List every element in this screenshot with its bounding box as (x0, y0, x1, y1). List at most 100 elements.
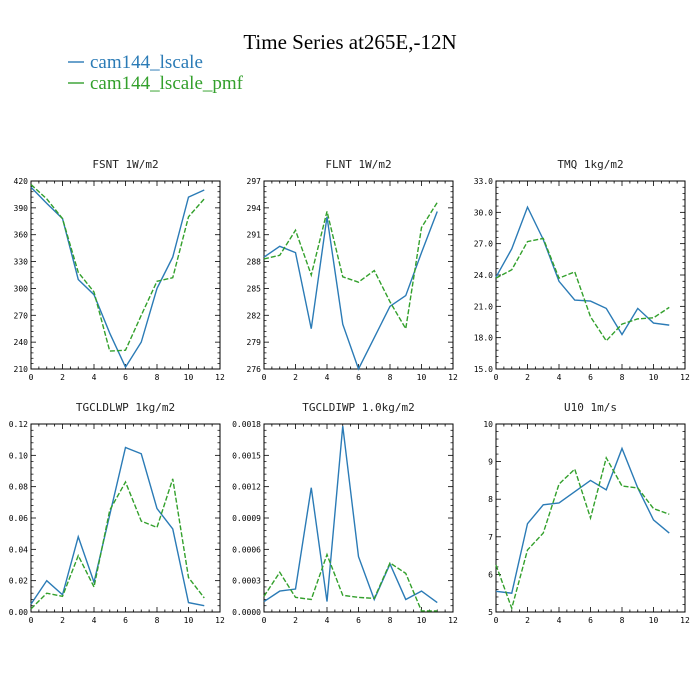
x-tick-label: 2 (525, 616, 530, 625)
y-tick-label: 300 (14, 284, 29, 293)
x-tick-label: 10 (649, 373, 659, 382)
x-tick-label: 10 (417, 373, 427, 382)
panel-tgcldiwp: TGCLDIWP 1.0kg/m2 0 2 4 6 8 10 12 0.0000 0.0003 0.… (232, 401, 458, 625)
y-tick-label: 420 (14, 177, 29, 186)
series-line-cam144-lscale (30, 186, 205, 369)
y-tick-label: 279 (247, 338, 262, 347)
legend-label-cam144-lscale-pmf: cam144_lscale_pmf (90, 73, 244, 94)
x-tick-label: 12 (215, 616, 225, 625)
y-tick-label: 282 (247, 311, 262, 320)
y-tick-label: 0.10 (9, 451, 28, 460)
y-tick-label: 210 (14, 365, 29, 374)
x-tick-label: 6 (123, 373, 128, 382)
panel-u10: U10 1m/s 0 2 4 6 8 10 12 5 6 7 8 9 10 (483, 401, 690, 625)
x-tick-label: 8 (620, 616, 625, 625)
y-tick-label: 9 (488, 458, 493, 467)
series-line-cam144-lscale (30, 446, 205, 607)
y-tick-label: 270 (14, 311, 29, 320)
y-tick-label: 33.0 (474, 177, 493, 186)
legend: cam144_lscale cam144_lscale_pmf (68, 52, 244, 94)
x-tick-label: 6 (588, 373, 593, 382)
y-tick-label: 0.12 (9, 420, 28, 429)
series-line-cam144-lscale (263, 426, 438, 604)
x-tick-label: 8 (620, 373, 625, 382)
plot-frame (263, 423, 454, 613)
y-tick-label: 0.08 (9, 483, 28, 492)
x-tick-label: 8 (388, 373, 393, 382)
x-tick-label: 0 (494, 373, 499, 382)
x-tick-label: 12 (680, 616, 690, 625)
series-line-cam144-lscale-pmf (263, 552, 438, 612)
y-tick-label: 390 (14, 204, 29, 213)
y-tick-label: 291 (247, 231, 262, 240)
y-tick-label: 0.0006 (232, 545, 261, 554)
series-line-cam144-lscale (495, 446, 670, 594)
x-tick-label: 0 (262, 616, 267, 625)
y-tick-label: 0.02 (9, 577, 28, 586)
x-tick-label: 8 (388, 616, 393, 625)
y-tick-label: 0.06 (9, 514, 28, 523)
panel-flnt: FLNT 1W/m2 0 2 4 6 8 10 12 276 279 282 285 288 291 294… (247, 158, 458, 382)
series-line-cam144-lscale (495, 205, 670, 336)
x-tick-label: 2 (525, 373, 530, 382)
y-tick-label: 0.0012 (232, 483, 261, 492)
figure-title: Time Series at265E,-12N (243, 30, 456, 54)
y-tick-label: 5 (488, 608, 493, 617)
x-tick-label: 4 (557, 373, 562, 382)
panel-fsnt: FSNT 1W/m2 0 2 4 6 8 10 12 210 240 270 300 330 360 390… (14, 158, 225, 382)
y-tick-label: 0.0003 (232, 577, 261, 586)
x-tick-label: 2 (293, 616, 298, 625)
x-tick-label: 6 (356, 616, 361, 625)
y-tick-label: 0.04 (9, 545, 28, 554)
x-tick-label: 10 (649, 616, 659, 625)
y-tick-label: 21.0 (474, 302, 493, 311)
y-tick-label: 0.0009 (232, 514, 261, 523)
panels: FSNT 1W/m20 2 4 6 8 10 12210240270300330360390… (9, 158, 690, 625)
x-tick-label: 2 (60, 616, 65, 625)
x-tick-label: 8 (155, 373, 160, 382)
y-tick-label: 285 (247, 284, 262, 293)
legend-label-cam144-lscale: cam144_lscale (90, 52, 203, 73)
y-tick-label: 8 (488, 495, 493, 504)
x-tick-label: 6 (588, 616, 593, 625)
x-tick-label: 6 (123, 616, 128, 625)
y-tick-label: 240 (14, 338, 29, 347)
y-tick-label: 15.0 (474, 365, 493, 374)
x-tick-label: 10 (184, 616, 194, 625)
panel-title: FSNT 1W/m2 (92, 158, 158, 171)
x-tick-label: 0 (29, 373, 34, 382)
x-tick-label: 4 (92, 616, 97, 625)
y-tick-label: 0.0015 (232, 451, 261, 460)
series-line-cam144-lscale-pmf (263, 202, 438, 331)
y-tick-label: 294 (247, 204, 262, 213)
panel-title: TMQ 1kg/m2 (557, 158, 623, 171)
y-tick-label: 276 (247, 365, 262, 374)
x-tick-label: 8 (155, 616, 160, 625)
plot-frame (263, 180, 454, 370)
plot-frame (30, 180, 221, 370)
x-tick-label: 6 (356, 373, 361, 382)
panel-tgcldlwp: TGCLDLWP 1kg/m2 0 2 4 6 8 10 12 0.00 0.02 0.04 0.06… (9, 401, 225, 625)
panel-title: FLNT 1W/m2 (325, 158, 391, 171)
x-tick-label: 12 (448, 616, 458, 625)
x-tick-label: 4 (557, 616, 562, 625)
x-tick-label: 12 (448, 373, 458, 382)
y-tick-label: 0.0000 (232, 608, 261, 617)
y-tick-label: 27.0 (474, 240, 493, 249)
series-line-cam144-lscale (263, 211, 438, 371)
y-tick-label: 24.0 (474, 271, 493, 280)
series-line-cam144-lscale-pmf (495, 237, 670, 342)
y-tick-label: 30.0 (474, 208, 493, 217)
y-tick-label: 10 (483, 420, 493, 429)
panel-title: TGCLDIWP 1.0kg/m2 (302, 401, 415, 414)
y-tick-label: 7 (488, 533, 493, 542)
y-tick-label: 6 (488, 570, 493, 579)
y-tick-label: 288 (247, 258, 262, 267)
y-tick-label: 360 (14, 231, 29, 240)
plot-frame (30, 423, 221, 613)
x-tick-label: 2 (60, 373, 65, 382)
y-tick-label: 330 (14, 258, 29, 267)
series-line-cam144-lscale-pmf (30, 184, 205, 352)
y-tick-label: 297 (247, 177, 262, 186)
